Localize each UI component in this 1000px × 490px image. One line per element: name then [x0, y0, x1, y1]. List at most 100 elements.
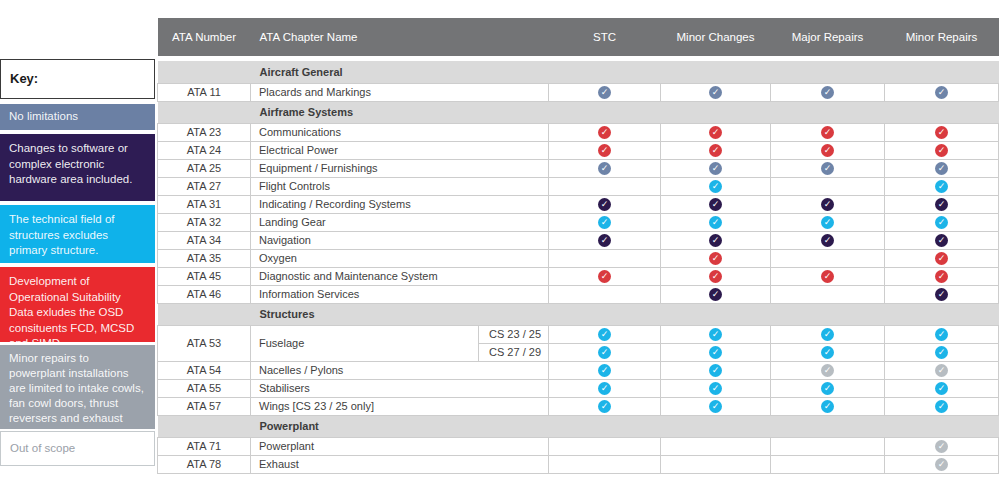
purple-check-icon: ✓: [821, 234, 834, 247]
key-item-software-changes: Changes to software or complex electroni…: [0, 134, 155, 201]
slate-check-icon: ✓: [821, 86, 834, 99]
gray-check-icon: ✓: [935, 440, 948, 453]
ata-number-cell: ATA 23: [158, 123, 251, 141]
table-row: ATA 25Equipment / Furnishings ✓ ✓ ✓ ✓: [158, 159, 999, 177]
check-cell: ✓: [549, 397, 661, 415]
table-row: ATA 27Flight Controls✓✓: [158, 177, 999, 195]
table-row: ATA 35Oxygen✓✓: [158, 249, 999, 267]
empty-cell: [771, 177, 885, 195]
col-header-major-repairs: Major Repairs: [771, 18, 885, 56]
section-label: Powerplant: [158, 415, 999, 437]
chapter-name-cell: Fuselage: [251, 325, 479, 361]
empty-cell: [771, 249, 885, 267]
red-check-icon: ✓: [935, 252, 948, 265]
chapter-name-cell: Nacelles / Pylons: [251, 361, 549, 379]
check-cell: ✓: [661, 159, 771, 177]
cyan-check-icon: ✓: [598, 382, 611, 395]
slate-check-icon: ✓: [598, 162, 611, 175]
chapter-name-cell: Equipment / Furnishings: [251, 159, 549, 177]
ata-number-cell: ATA 35: [158, 249, 251, 267]
key-item-label: Minor repairs to powerplant installation…: [9, 352, 144, 439]
cyan-check-icon: ✓: [709, 328, 722, 341]
check-cell: ✓: [661, 249, 771, 267]
purple-check-icon: ✓: [598, 234, 611, 247]
cyan-check-icon: ✓: [821, 400, 834, 413]
check-cell: ✓: [771, 325, 885, 343]
check-cell: ✓: [549, 83, 661, 101]
key-item-label: Changes to software or complex electroni…: [9, 142, 132, 185]
col-header-stc: STC: [549, 18, 661, 56]
check-cell: ✓: [661, 231, 771, 249]
col-header-minor-repairs: Minor Repairs: [885, 18, 999, 56]
check-cell: ✓: [885, 141, 999, 159]
table-row: ATA 45Diagnostic and Maintenance System ✓…: [158, 267, 999, 285]
ata-number-cell: ATA 54: [158, 361, 251, 379]
cs-code-cell: CS 27 / 29: [479, 343, 549, 361]
chapter-name-cell: Placards and Markings: [251, 83, 549, 101]
red-check-icon: ✓: [598, 270, 611, 283]
check-cell: ✓: [549, 325, 661, 343]
section-label: Structures: [158, 303, 999, 325]
check-cell: ✓: [661, 325, 771, 343]
chapter-name-cell: Electrical Power: [251, 141, 549, 159]
ata-number-cell: ATA 31: [158, 195, 251, 213]
chapter-name-cell: Landing Gear: [251, 213, 549, 231]
red-check-icon: ✓: [935, 144, 948, 157]
key-title-box: Key:: [0, 59, 155, 99]
check-cell: ✓: [771, 123, 885, 141]
ata-number-cell: ATA 53: [158, 325, 251, 361]
check-cell: ✓: [771, 195, 885, 213]
check-cell: ✓: [885, 213, 999, 231]
ata-number-cell: ATA 45: [158, 267, 251, 285]
check-cell: ✓: [885, 123, 999, 141]
ata-number-cell: ATA 34: [158, 231, 251, 249]
chapter-name-cell: Diagnostic and Maintenance System: [251, 267, 549, 285]
gray-check-icon: ✓: [935, 458, 948, 471]
red-check-icon: ✓: [821, 144, 834, 157]
check-cell: ✓: [661, 123, 771, 141]
check-cell: ✓: [885, 379, 999, 397]
cyan-check-icon: ✓: [709, 364, 722, 377]
check-cell: ✓: [661, 267, 771, 285]
check-cell: ✓: [661, 361, 771, 379]
slate-check-icon: ✓: [709, 162, 722, 175]
ata-number-cell: ATA 25: [158, 159, 251, 177]
cyan-check-icon: ✓: [709, 216, 722, 229]
slate-check-icon: ✓: [935, 162, 948, 175]
table-row: ATA 24Electrical Power✓✓✓✓: [158, 141, 999, 159]
check-cell: ✓: [549, 343, 661, 361]
check-cell: ✓: [771, 213, 885, 231]
purple-check-icon: ✓: [935, 198, 948, 211]
check-cell: ✓: [549, 213, 661, 231]
cyan-check-icon: ✓: [935, 400, 948, 413]
check-cell: ✓: [661, 379, 771, 397]
purple-check-icon: ✓: [709, 198, 722, 211]
check-cell: ✓: [771, 397, 885, 415]
approval-scope-infographic: Key: No limitations Changes to software …: [0, 0, 1000, 490]
red-check-icon: ✓: [598, 144, 611, 157]
cyan-check-icon: ✓: [821, 216, 834, 229]
cyan-check-icon: ✓: [935, 346, 948, 359]
empty-cell: [549, 249, 661, 267]
check-cell: ✓: [885, 195, 999, 213]
check-cell: ✓: [549, 159, 661, 177]
section-label: Airframe Systems: [158, 101, 999, 123]
key-item-label: No limitations: [9, 109, 78, 125]
table-row: ATA 57Wings [CS 23 / 25 only]✓✓✓✓: [158, 397, 999, 415]
section-row: Aircraft General: [158, 61, 999, 83]
red-check-icon: ✓: [935, 270, 948, 283]
empty-cell: [549, 437, 661, 455]
cyan-check-icon: ✓: [821, 382, 834, 395]
key-item-osd: Development of Operational Suitability D…: [0, 267, 155, 342]
key-item-label: Development of Operational Suitability D…: [9, 275, 134, 349]
check-cell: ✓: [549, 267, 661, 285]
purple-check-icon: ✓: [935, 288, 948, 301]
gray-check-icon: ✓: [935, 364, 948, 377]
check-cell: ✓: [885, 325, 999, 343]
check-cell: ✓: [885, 455, 999, 473]
check-cell: ✓: [771, 159, 885, 177]
chapter-name-cell: Stabilisers: [251, 379, 549, 397]
empty-cell: [549, 285, 661, 303]
check-cell: ✓: [549, 141, 661, 159]
slate-check-icon: ✓: [709, 86, 722, 99]
